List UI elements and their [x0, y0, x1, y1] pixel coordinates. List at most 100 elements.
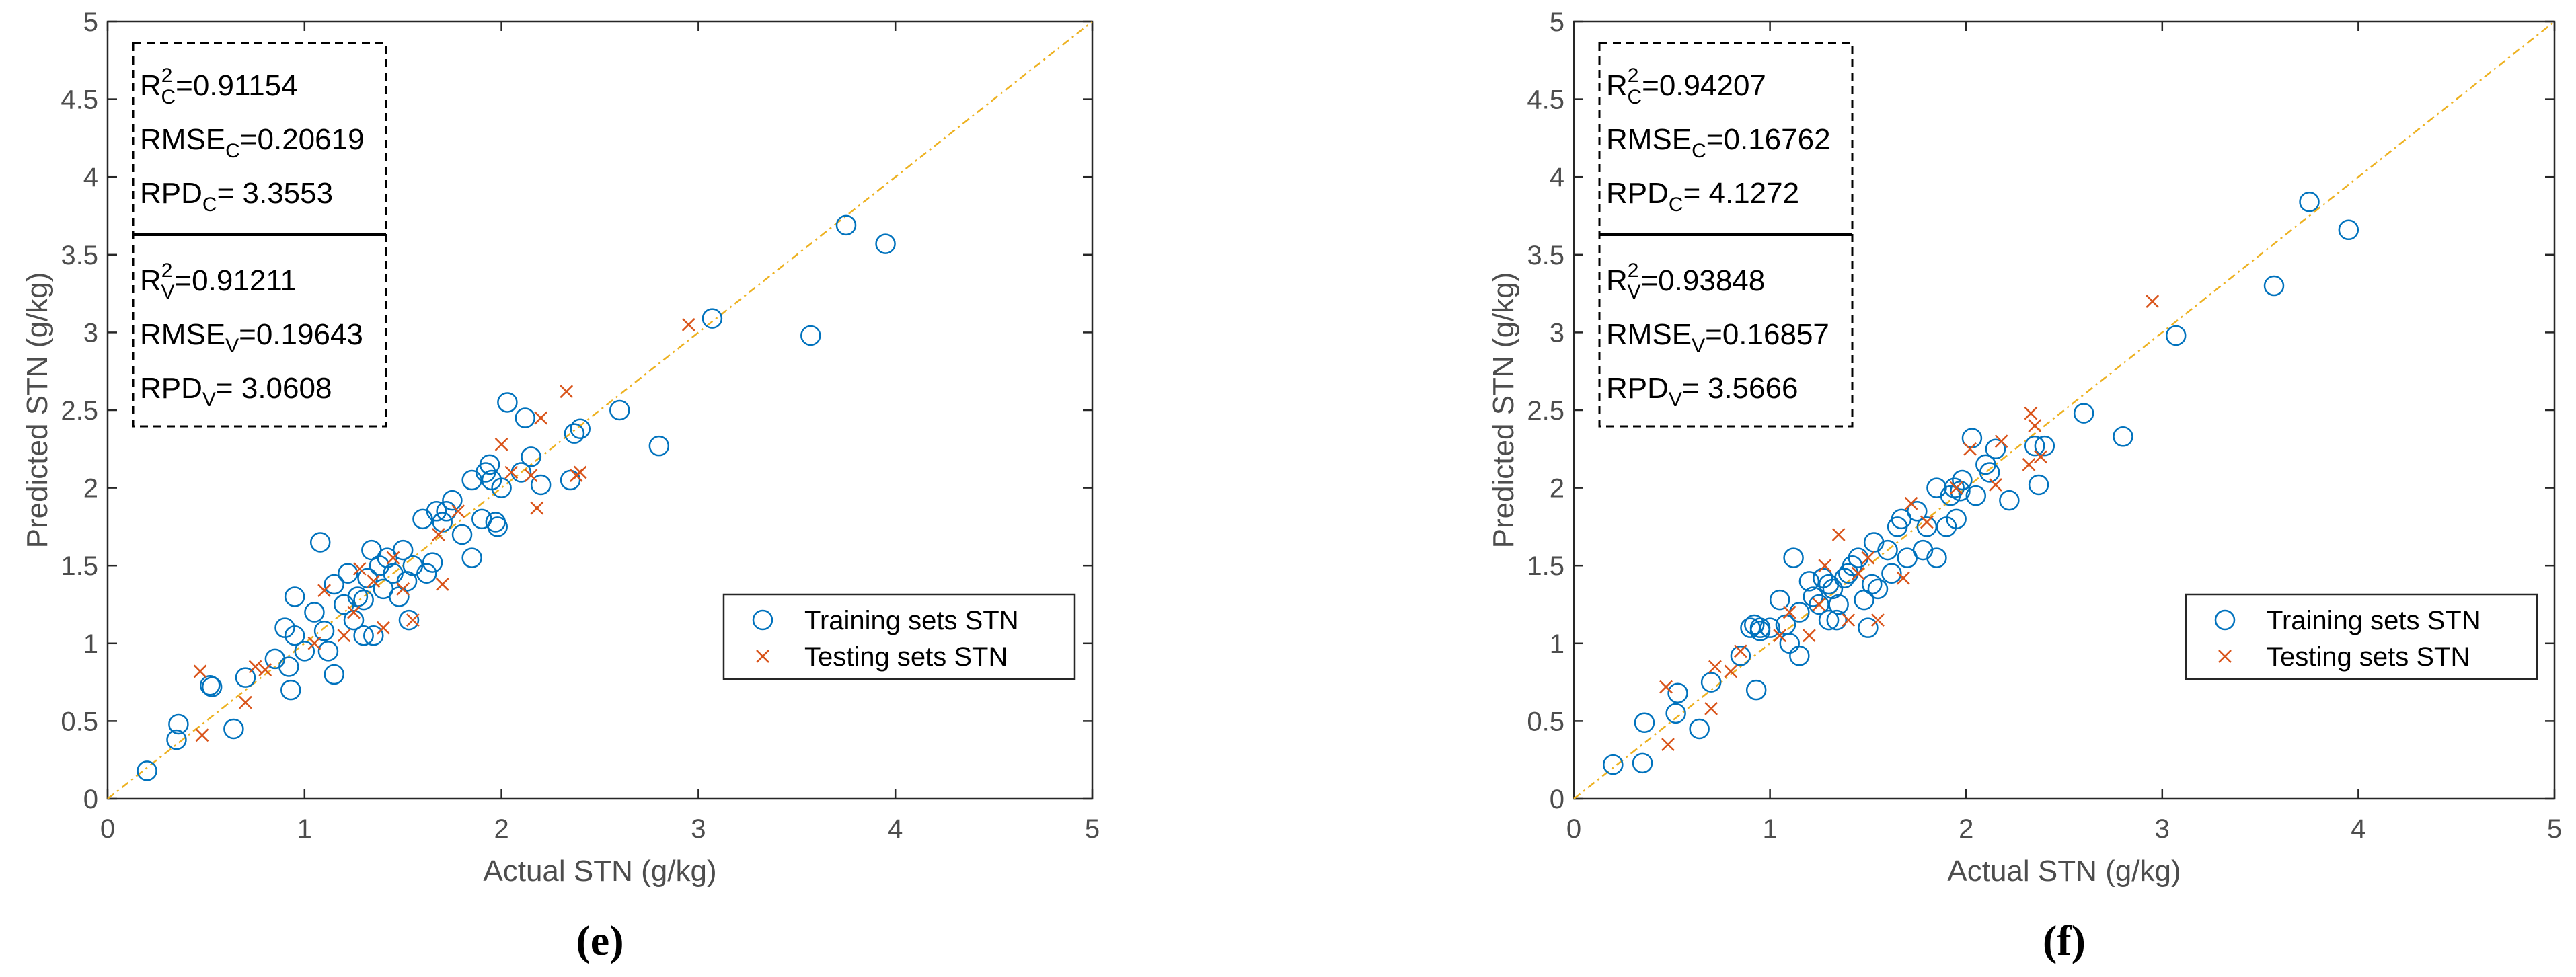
training-point: [487, 516, 508, 537]
training-point: [2165, 325, 2187, 346]
training-point: [2073, 403, 2094, 424]
training-point: [800, 325, 821, 346]
testing-point: [1661, 738, 1675, 751]
x-tick-label: 5: [1085, 814, 1100, 844]
testing-point: [560, 385, 574, 399]
stat-subscript: V: [161, 281, 174, 303]
y-tick-label: 0.5: [1527, 707, 1564, 736]
training-point: [2263, 275, 2285, 297]
training-point: [515, 407, 535, 428]
testing-point: [307, 636, 321, 650]
stat-value: =0.91154: [176, 69, 297, 102]
legend-testing-marker: [2218, 650, 2232, 663]
training-point: [1667, 682, 1688, 704]
training-point: [1822, 578, 1844, 600]
testing-point: [2028, 419, 2042, 433]
training-point: [702, 308, 723, 329]
training-point: [1789, 646, 1810, 666]
stat-subscript: C: [225, 140, 240, 162]
stat-calibration: RMSEC=0.16762: [1606, 123, 1831, 162]
stat-calibration: RPDC= 4.1272: [1606, 177, 1799, 216]
training-point: [570, 418, 591, 439]
testing-point: [337, 629, 351, 643]
training-point: [451, 524, 473, 545]
training-point: [137, 760, 157, 781]
training-point: [1749, 617, 1771, 638]
training-point: [2028, 474, 2049, 496]
legend-training-marker: [752, 609, 773, 631]
y-tick-label: 5: [1550, 7, 1564, 37]
stat-calibration: RPDC= 3.3553: [140, 177, 333, 216]
testing-point: [248, 660, 262, 674]
x-tick-label: 4: [2351, 814, 2365, 844]
chart-panel-e: 0 1 2 3 4 5 0 0.5 1 1.5 2 2.5 3 3.5 4 4.5 5 Actual STN (g…: [21, 7, 1100, 964]
stat-superscript: 2: [161, 260, 173, 282]
testing-point: [1904, 496, 1918, 510]
training-point: [294, 641, 315, 662]
training-point: [461, 547, 482, 568]
testing-point: [1708, 660, 1722, 674]
testing-point: [2034, 450, 2047, 464]
reference-line-1-to-1: [1573, 21, 2555, 799]
stat-value: =0.94207: [1642, 69, 1766, 102]
training-point: [2034, 435, 2055, 457]
training-point: [1783, 547, 1804, 568]
training-point: [235, 667, 256, 688]
training-point: [1950, 480, 1971, 502]
y-tick-label: 4: [1550, 163, 1564, 192]
x-tick-label: 2: [1959, 814, 1973, 844]
stat-symbol: R: [1606, 264, 1628, 297]
stat-subscript: V: [1692, 335, 1705, 357]
training-point: [1803, 586, 1824, 607]
testing-point: [1803, 629, 1816, 643]
y-tick-label: 2.5: [1527, 396, 1564, 426]
legend: Training sets STN Testing sets STN: [722, 593, 1076, 680]
training-point: [609, 399, 630, 421]
testing-point: [2146, 295, 2160, 309]
testing-point: [193, 664, 207, 678]
training-point: [1952, 469, 1973, 491]
stat-value: = 4.1272: [1683, 177, 1800, 210]
stat-calibration: RMSEC=0.20619: [140, 123, 365, 162]
y-tick-label: 0: [1550, 785, 1564, 814]
testing-point: [1897, 571, 1910, 585]
stat-calibration: R2 C=0.94207: [1606, 65, 1766, 108]
testing-point: [1920, 515, 1934, 529]
testing-point: [195, 728, 209, 742]
y-tick-label: 1.5: [61, 551, 98, 581]
training-point: [1926, 547, 1947, 568]
training-point: [875, 233, 896, 254]
training-point: [416, 563, 437, 584]
training-point: [324, 664, 344, 685]
stat-symbol: RMSE: [1606, 123, 1692, 156]
testing-point: [317, 584, 331, 598]
y-tick-label: 2: [1550, 474, 1564, 504]
legend: Training sets STN Testing sets STN: [2185, 593, 2538, 680]
training-point: [1769, 589, 1790, 611]
testing-point: [1659, 680, 1673, 694]
x-tick-label: 2: [494, 814, 508, 844]
training-point: [201, 676, 223, 697]
training-point: [166, 729, 187, 750]
training-point: [200, 674, 221, 696]
training-point: [2024, 435, 2045, 457]
chart-panel-f: 0 1 2 3 4 5 0 0.5 1 1.5 2 2.5 3 3.5 4 4.5 5 Actual STN (g…: [1487, 7, 2562, 964]
training-point: [442, 490, 463, 511]
training-point: [2113, 426, 2133, 447]
training-point: [491, 477, 512, 498]
stat-validation: R2 V=0.93848: [1606, 260, 1765, 303]
testing-point: [1842, 613, 1856, 627]
legend-testing-marker: [756, 650, 769, 663]
testing-point: [1704, 702, 1718, 715]
testing-point: [1831, 528, 1846, 541]
y-tick-label: 0: [83, 785, 98, 814]
y-tick-label: 4.5: [1527, 85, 1564, 115]
panel-label: (f): [2043, 916, 2086, 964]
y-axis-label: Predicted STN (g/kg): [1487, 272, 1520, 549]
training-point: [1842, 555, 1863, 576]
training-point: [2299, 191, 2320, 212]
training-point: [363, 625, 384, 646]
y-tick-label: 1: [1550, 629, 1564, 659]
training-point: [426, 501, 447, 522]
training-point: [1745, 679, 1767, 701]
